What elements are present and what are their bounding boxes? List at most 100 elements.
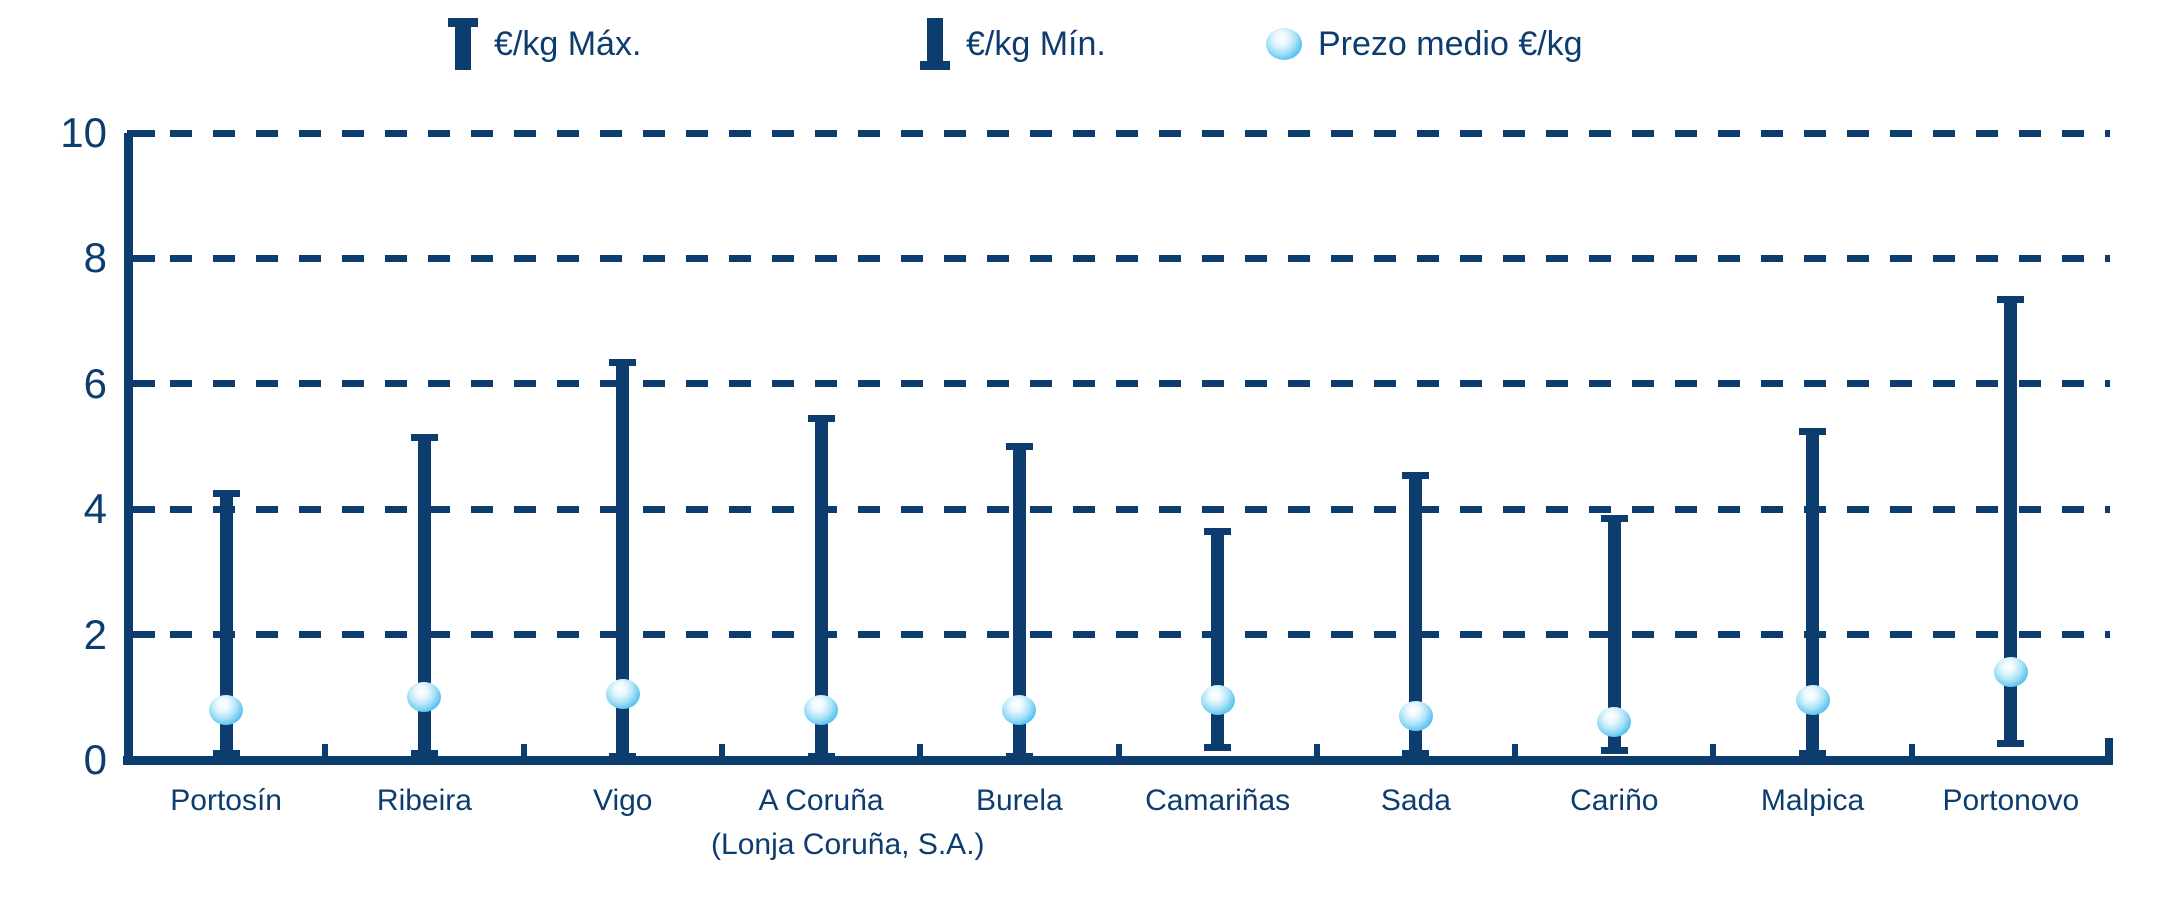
category-label-text: Portonovo [1942, 784, 2080, 817]
y-tick-label: 10 [60, 109, 107, 156]
category-label: Ribeira [314, 779, 534, 823]
max-cap [1997, 296, 2025, 304]
category-label: Malpica [1703, 779, 1923, 823]
category-label-text: Vigo [592, 784, 653, 817]
legend-item-max: €/kg Máx. [448, 12, 641, 76]
gridline-6 [127, 380, 2110, 388]
max-cap [1600, 515, 1628, 523]
y-tick-label: 6 [83, 359, 107, 407]
y-tick-10 [127, 129, 155, 137]
legend-label-max: €/kg Máx. [494, 24, 642, 63]
mean-point [804, 694, 839, 725]
range-bar [1607, 515, 1621, 754]
mean-point [1795, 685, 1830, 716]
y-tick-label: 2 [83, 610, 107, 658]
category-boundary-tick [322, 744, 329, 760]
range-bar [219, 490, 233, 757]
mean-sphere-icon [1266, 28, 1302, 60]
y-tick-6 [127, 380, 155, 388]
range-bar [1211, 528, 1225, 751]
legend-label-min: €/kg Mín. [966, 24, 1106, 63]
category-boundary-tick [917, 744, 924, 760]
category-boundary-tick [1512, 744, 1519, 760]
min-cap [1402, 749, 1430, 757]
category-boundary-tick [1313, 744, 1320, 760]
category-label: Cariño [1504, 779, 1724, 823]
y-axis [124, 133, 133, 764]
category-label: Vigo [513, 779, 733, 823]
min-cap [807, 753, 835, 760]
max-cap [1799, 427, 1827, 435]
mean-point [605, 679, 640, 710]
y-tick-label: 8 [83, 234, 107, 282]
x-axis [123, 756, 2113, 765]
gridline-8 [127, 254, 2110, 262]
mean-point [1002, 694, 1037, 725]
max-cap [609, 358, 637, 366]
y-tick-label: 0 [83, 736, 107, 783]
category-label-text: Malpica [1760, 784, 1865, 817]
category-label-text: Sada [1380, 784, 1451, 817]
legend-label-mean: Prezo medio €/kg [1318, 24, 1583, 63]
category-label: Portosín [116, 779, 336, 823]
mean-point [1993, 657, 2028, 688]
category-boundary-tick [520, 744, 527, 760]
category-label: Sada [1306, 779, 1526, 823]
min-cap [410, 749, 438, 757]
category-label-text: Ribeira [376, 784, 472, 817]
max-cap [1204, 528, 1232, 535]
category-boundary-tick [718, 744, 725, 760]
max-cap [807, 415, 835, 423]
min-range-icon [920, 18, 950, 70]
y-tick-2 [127, 631, 155, 639]
max-cap [1005, 443, 1033, 451]
y-tick-4 [127, 505, 155, 513]
min-cap [1600, 746, 1628, 754]
range-bar [1409, 471, 1423, 757]
range-bar [814, 415, 828, 760]
max-cap [1402, 471, 1430, 479]
category-label-text: Cariño [1570, 784, 1659, 817]
max-cap [212, 490, 240, 498]
axis-end-tick [2105, 738, 2113, 764]
category-label: A Coruña (Lonja Coruña, S.A.) [711, 779, 985, 867]
mean-point [1200, 685, 1235, 716]
legend-item-min: €/kg Mín. [920, 12, 1106, 76]
category-boundary-tick [1710, 744, 1717, 760]
gridline-4 [127, 505, 2110, 513]
category-label: Portonovo [1901, 779, 2121, 823]
min-cap [609, 753, 637, 760]
category-label: Camariñas [1108, 779, 1328, 823]
min-cap [1005, 753, 1033, 760]
category-label-text: Burela [975, 784, 1063, 817]
mean-point [209, 694, 244, 725]
range-bar [1806, 427, 1820, 757]
category-sublabel: (Lonja Coruña, S.A.) [711, 828, 985, 861]
max-range-icon [448, 18, 478, 70]
mean-point [1398, 701, 1433, 732]
category-boundary-tick [1115, 744, 1122, 760]
range-bar [616, 358, 630, 760]
category-label: Burela [909, 779, 1129, 823]
range-bar [1012, 443, 1026, 760]
y-tick-label: 4 [83, 485, 107, 533]
gridline-10 [127, 129, 2110, 137]
mean-point [407, 682, 442, 713]
range-bar [2004, 296, 2018, 748]
gridline-2 [127, 631, 2110, 639]
mean-point [1597, 707, 1632, 738]
legend-item-mean: Prezo medio €/kg [1266, 12, 1583, 76]
category-label-text: Camariñas [1145, 784, 1291, 817]
category-boundary-tick [1908, 744, 1915, 760]
min-cap [1799, 749, 1827, 757]
max-cap [410, 433, 438, 441]
min-cap [1997, 740, 2025, 748]
range-bar [417, 433, 431, 757]
min-cap [1204, 743, 1232, 751]
y-tick-8 [127, 254, 155, 262]
min-cap [212, 749, 240, 757]
category-label-text: Portosín [170, 784, 282, 817]
category-label-text: A Coruña [758, 784, 884, 817]
